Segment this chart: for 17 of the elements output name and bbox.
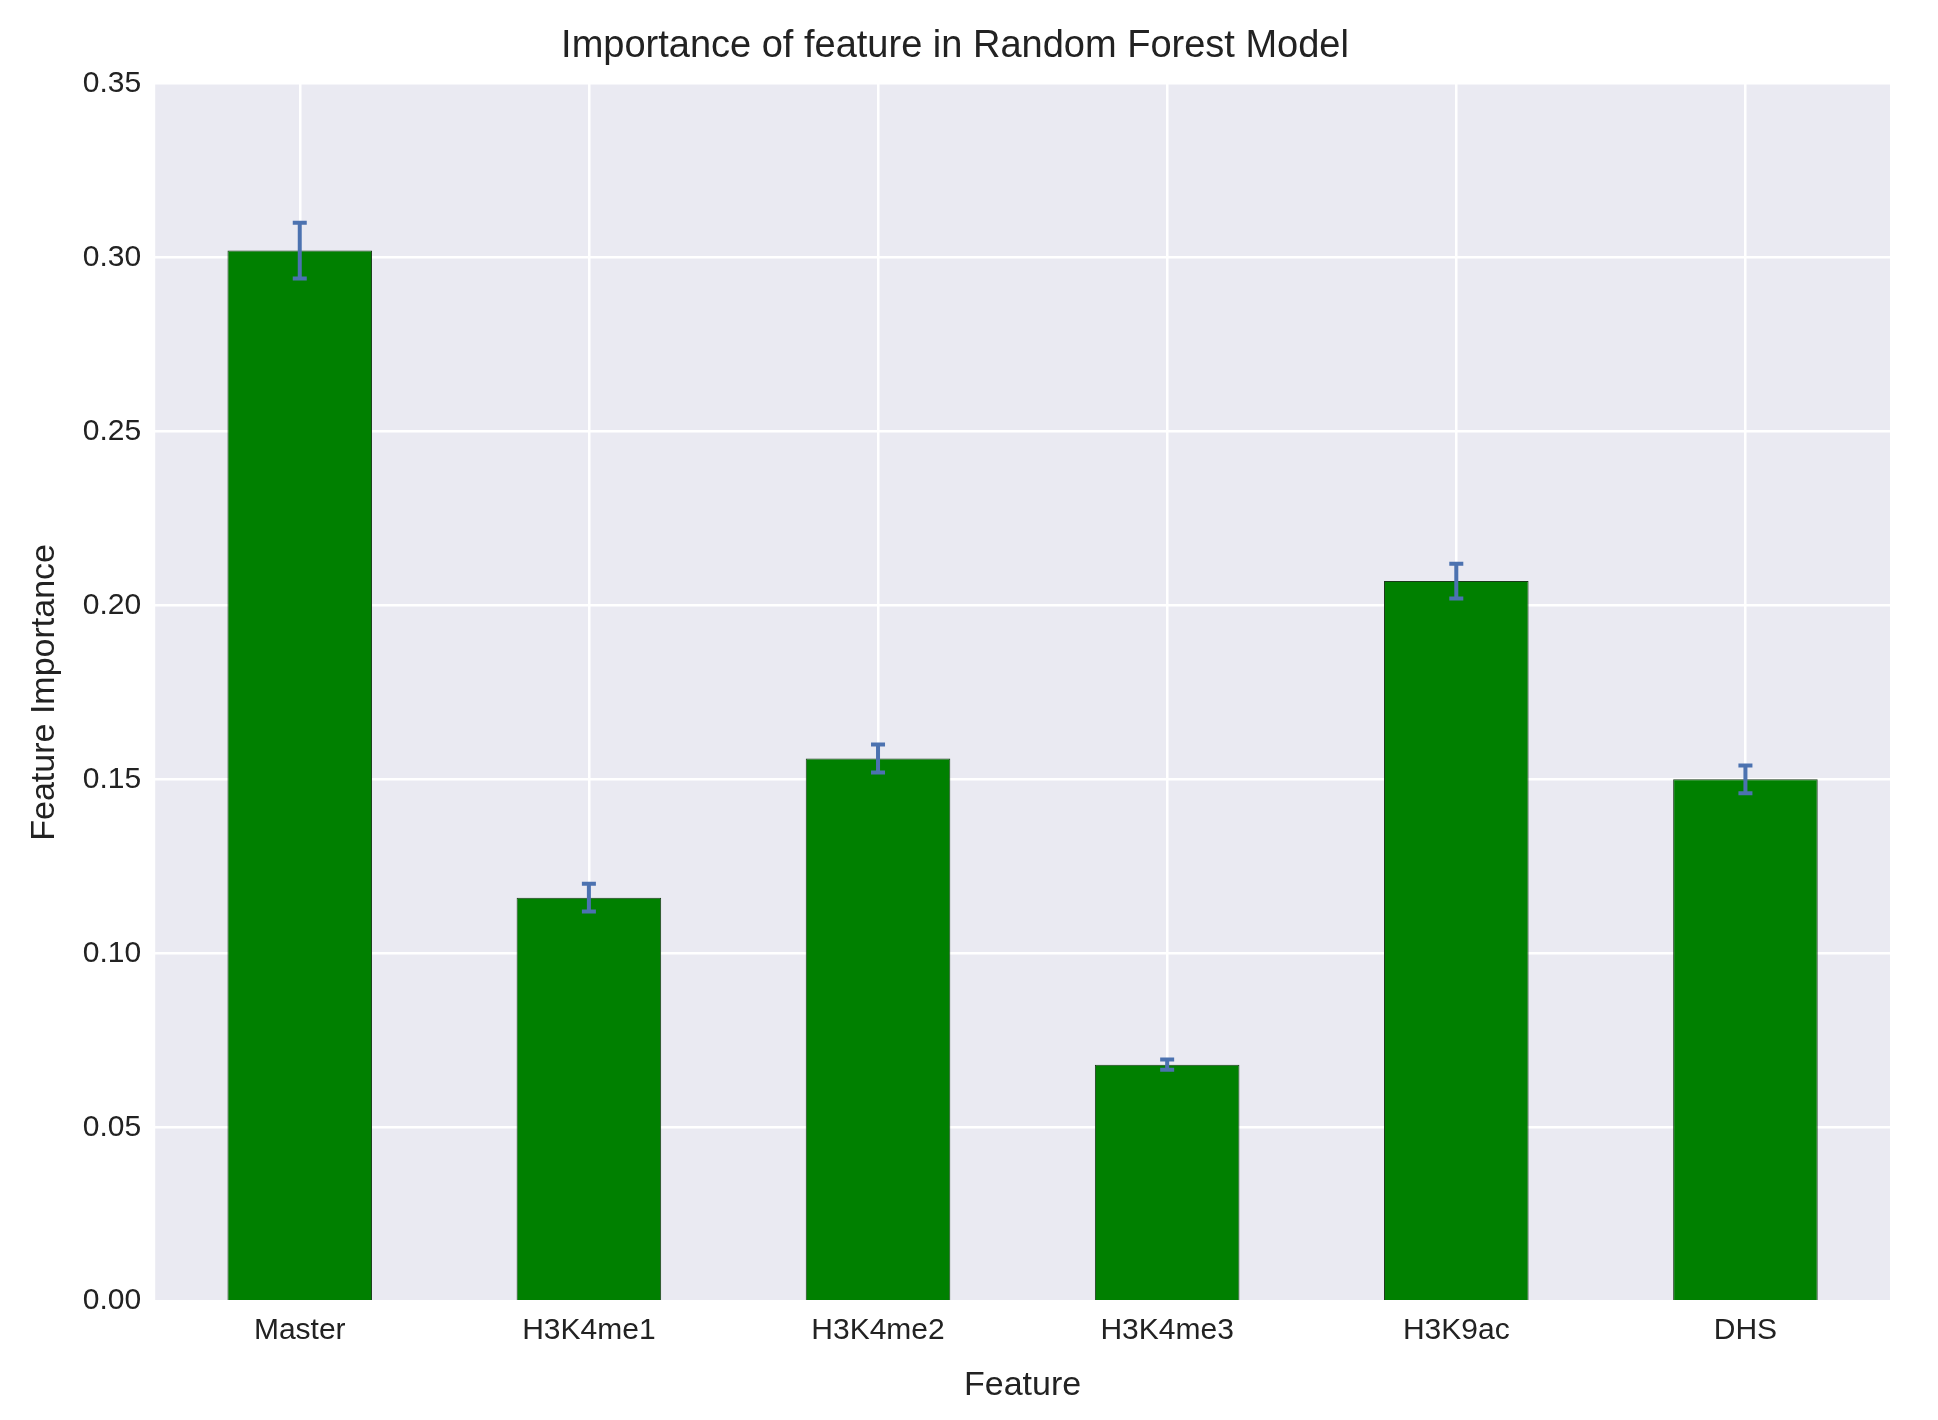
x-axis-title: Feature (964, 1363, 1082, 1402)
x-tick-label: H3K4me3 (1100, 1312, 1234, 1346)
y-axis-title: Feature Importance (22, 544, 61, 841)
x-tick-label: H3K4me2 (811, 1312, 945, 1346)
y-tick-label: 0.30 (82, 238, 142, 272)
y-tick-label: 0.15 (82, 760, 142, 794)
x-tick-label: Master (253, 1312, 346, 1346)
y-tick-label: 0.00 (82, 1282, 142, 1316)
y-tick-label: 0.10 (82, 934, 142, 968)
x-tick-label: DHS (1713, 1312, 1778, 1346)
y-tick-label: 0.05 (82, 1108, 142, 1142)
y-tick-label: 0.25 (82, 412, 142, 446)
y-tick-label: 0.35 (82, 64, 142, 98)
y-tick-label: 0.20 (82, 586, 142, 620)
x-tick-label: H3K4me1 (522, 1312, 656, 1346)
chart-title: Importance of feature in Random Forest Model (561, 23, 1349, 66)
x-tick-label: H3K9ac (1402, 1312, 1510, 1346)
